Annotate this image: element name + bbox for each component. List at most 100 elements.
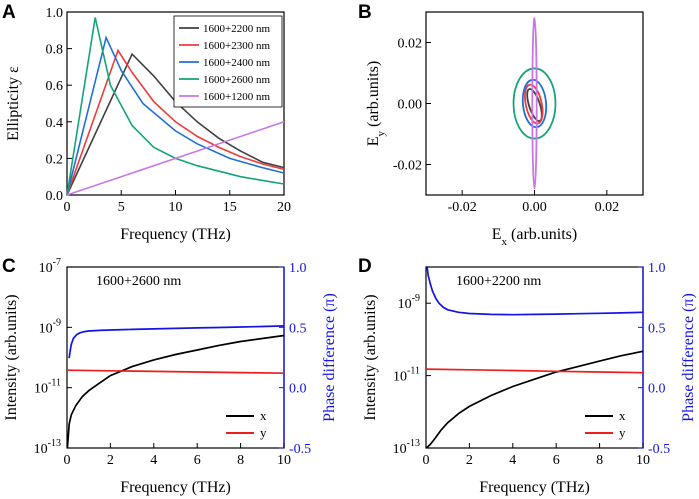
x-tick-label-a: 15 <box>223 200 237 215</box>
y-right-axis-label-c: Phase difference (π) <box>321 293 338 422</box>
plot-frame-c <box>66 266 285 449</box>
y-tick-exp-d: -13 <box>407 438 420 449</box>
y-tick-base-d: 10 <box>398 297 412 312</box>
y-tick-exp-d: -11 <box>407 366 420 377</box>
x-tick-label-c: 0 <box>64 453 71 468</box>
y-axis-label-c: Intensity (arb.units) <box>3 294 20 420</box>
panel-c: 0 2 4 6 8 1010-1310-1110-910-7-0.50.00.51.0Fr… <box>3 257 338 496</box>
legend-label-a: 1600+2600 nm <box>203 74 270 86</box>
x-tick-label-b: 0.02 <box>595 200 620 215</box>
y-right-axis-label-d: Phase difference (π) <box>680 293 697 422</box>
x-tick-label-d: 2 <box>466 453 473 468</box>
series-line-d-phase <box>426 266 644 316</box>
x-tick-label-a: 5 <box>118 200 125 215</box>
phase-point-d <box>431 290 434 293</box>
y-tick-base-c: 10 <box>34 442 48 457</box>
panel-label-b: B <box>358 2 372 23</box>
y-tick-base-c: 10 <box>34 382 48 397</box>
x-axis-label-c: Frequency (THz) <box>120 479 231 496</box>
y-tick-label-b: 0.02 <box>398 37 423 52</box>
y-tick-exp-c: -7 <box>53 257 61 268</box>
y-tick-label-c: 10-11 <box>34 378 61 397</box>
legend-label-d: y <box>619 425 626 440</box>
polarization-ellipse-4 <box>531 17 538 190</box>
y-tick-label-c: 10-9 <box>39 317 61 336</box>
x-tick-label-d: 6 <box>553 453 560 468</box>
x-tick-label-d: 4 <box>509 453 516 468</box>
x-tick-label-d: 0 <box>423 453 430 468</box>
panel-b: -0.02 0.00 0.02 -0.02 0.00 0.02 Ex (arb.units)… <box>365 11 644 248</box>
series-line-a-4 <box>66 121 285 196</box>
polarization-ellipse-1 <box>524 83 544 125</box>
y-tick-base-c: 10 <box>39 321 53 336</box>
x-tick-label-c: 10 <box>277 453 291 468</box>
plot-frame-d <box>425 266 644 449</box>
y-tick-label-d: 10-13 <box>393 438 420 457</box>
phase-point-d <box>427 274 430 277</box>
y-tick-label-c: 10-13 <box>34 438 61 457</box>
y-right-tick-label-c: 0.0 <box>289 382 307 397</box>
plot-frame-b <box>425 11 644 196</box>
x-axis-label-b-main: E <box>492 226 502 243</box>
phase-point-d <box>429 282 432 285</box>
x-tick-label-a: 20 <box>277 200 291 215</box>
annotation-d: 1600+2200 nm <box>456 274 541 289</box>
x-axis-label-a: Frequency (THz) <box>120 226 231 243</box>
phase-point-c <box>72 337 75 340</box>
polarization-ellipse-0 <box>526 88 543 122</box>
y-right-tick-label-c: 1.0 <box>289 261 307 276</box>
legend-label-a: 1600+2400 nm <box>203 57 270 69</box>
x-tick-label-a: 10 <box>169 200 183 215</box>
y-tick-label-d: 10-9 <box>398 293 420 312</box>
phase-point-c <box>69 349 72 352</box>
y-right-tick-label-d: 0.5 <box>648 321 666 336</box>
y-axis-label-b-sub: y <box>375 130 387 136</box>
legend-label-c: y <box>260 425 267 440</box>
legend-label-a: 1600+2200 nm <box>203 23 270 35</box>
x-axis-label-b-rest: (arb.units) <box>507 226 577 243</box>
phase-point-d <box>426 266 428 268</box>
y-right-tick-label-d: 0.0 <box>648 382 666 397</box>
annotation-c: 1600+2600 nm <box>96 274 181 289</box>
series-line-d-x <box>425 350 644 449</box>
x-axis-label-b-sub: x <box>502 236 508 248</box>
y-tick-exp-c: -11 <box>48 378 61 389</box>
y-tick-base-c: 10 <box>39 261 53 276</box>
x-tick-label-c: 2 <box>107 453 114 468</box>
x-tick-label-a: 0 <box>64 200 71 215</box>
y-tick-label-b: -0.02 <box>393 159 422 174</box>
series-line-c-x <box>66 334 285 449</box>
x-tick-label-d: 8 <box>596 453 603 468</box>
x-tick-label-b: 0.00 <box>522 200 547 215</box>
y-axis-label-d: Intensity (arb.units) <box>362 294 379 420</box>
x-axis-label-b: Ex (arb.units) <box>492 226 577 248</box>
series-line-a-2 <box>66 35 285 196</box>
y-tick-label-d: 10-11 <box>393 366 420 385</box>
y-axis-label-b-main: E <box>365 136 382 146</box>
y-tick-exp-c: -9 <box>53 317 61 328</box>
series-line-a-1 <box>66 48 285 196</box>
series-line-c-phase <box>68 325 285 358</box>
y-tick-label-a: 0.0 <box>46 189 64 204</box>
legend-label-a: 1600+2300 nm <box>203 40 270 52</box>
panel-label-d: D <box>358 256 372 277</box>
y-tick-base-d: 10 <box>393 442 407 457</box>
series-line-d-y <box>425 368 644 374</box>
panel-a: 0 5 10 15 20 0.0 0.2 0.4 0.6 0.8 1.0 Frequency (THz… <box>5 6 291 243</box>
y-tick-exp-d: -9 <box>412 293 420 304</box>
y-axis-label-b: Ey (arb.units) <box>365 61 387 146</box>
legend-label-c: x <box>260 408 267 423</box>
phase-point-c <box>68 356 71 359</box>
y-right-tick-label-c: -0.5 <box>289 442 311 457</box>
y-right-tick-label-d: -0.5 <box>648 442 670 457</box>
y-tick-label-a: 0.4 <box>46 116 64 131</box>
y-tick-label-a: 0.8 <box>46 43 64 58</box>
panel-label-a: A <box>2 2 16 23</box>
legend-label-a: 1600+1200 nm <box>203 91 270 103</box>
y-tick-label-c: 10-7 <box>39 257 61 276</box>
series-line-a-0 <box>66 52 285 196</box>
legend-label-d: x <box>619 408 626 423</box>
y-tick-label-a: 0.6 <box>46 79 64 94</box>
x-tick-label-b: -0.02 <box>448 200 477 215</box>
